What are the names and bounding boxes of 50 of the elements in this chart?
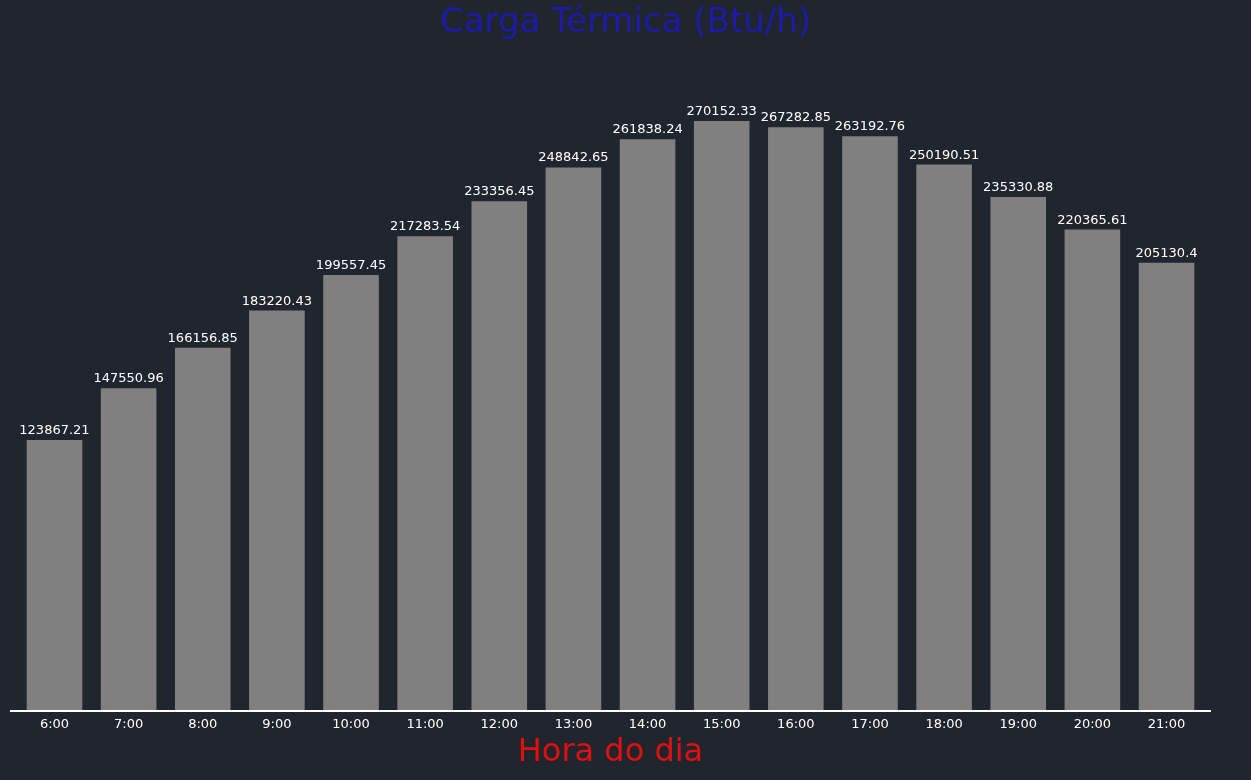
bar [768,127,824,710]
bar [1138,262,1195,710]
bar [323,274,379,710]
bar [249,310,305,710]
data-label: 267282.85 [760,109,831,125]
x-tick-label: 15:00 [702,715,741,731]
chart-title: Carga Térmica (Btu/h) [439,0,812,40]
data-label: 183220.43 [241,292,313,308]
bar [1064,229,1121,710]
data-label: 233356.45 [464,183,535,199]
x-tick-label: 21:00 [1147,715,1186,731]
x-tick-label: 6:00 [39,715,70,731]
bar [100,388,157,710]
bar [990,196,1047,710]
data-label: 147550.96 [93,370,164,386]
x-tick-label: 20:00 [1073,715,1112,731]
bar [174,347,231,710]
bar [26,439,83,710]
data-label: 217283.54 [390,218,461,234]
bar [619,139,676,710]
data-label: 166156.85 [167,329,238,345]
x-tick-label: 8:00 [188,715,218,731]
x-tick-label: 11:00 [406,715,444,731]
data-label: 261838.24 [612,121,683,137]
x-tick-label: 12:00 [480,715,519,731]
x-axis-title: Hora do dia [517,730,704,769]
x-tick-label: 13:00 [554,715,593,731]
x-tick-label: 7:00 [114,715,144,731]
data-label: 199557.45 [315,256,387,272]
x-tick-label: 16:00 [777,715,815,731]
bar [471,201,528,710]
x-tick-label: 9:00 [262,715,292,731]
bar [693,121,750,710]
data-label: 263192.76 [834,118,906,134]
data-label: 248842.65 [538,149,609,165]
x-tick-label: 19:00 [999,715,1037,731]
bar [916,164,972,710]
bar [842,136,898,710]
bar [397,236,453,710]
data-label: 205130.4 [1135,244,1198,260]
data-label: 270152.33 [686,103,757,118]
bar [545,167,602,710]
data-label: 220365.61 [1057,211,1128,227]
data-label: 123867.21 [19,421,90,437]
x-tick-label: 14:00 [628,715,667,731]
data-label: 250190.51 [908,146,980,162]
x-tick-label: 17:00 [851,715,889,731]
x-tick-label: 18:00 [925,715,963,731]
x-tick-label: 10:00 [332,715,370,731]
data-label: 235330.88 [983,178,1054,194]
